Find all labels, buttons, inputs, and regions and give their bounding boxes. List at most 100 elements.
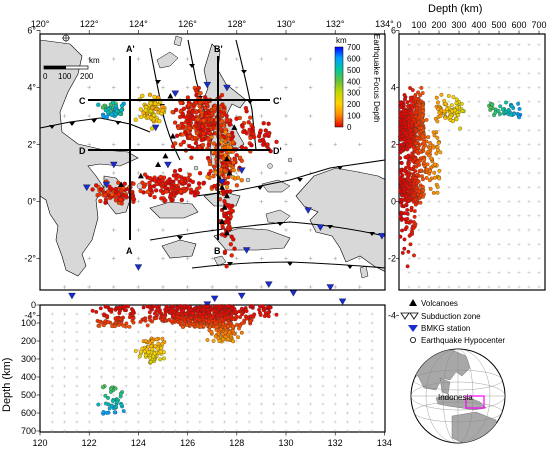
section-hypocenter: [408, 242, 413, 247]
hypocenter-marker: [248, 115, 253, 120]
legend-subduction: Subduction zone: [421, 312, 481, 321]
hypocenter-marker: [226, 137, 231, 142]
section-hypocenter: [431, 145, 436, 150]
section-hypocenter: [509, 104, 514, 109]
section-hypocenter: [169, 319, 174, 324]
section-hypocenter: [426, 149, 431, 154]
section-hypocenter: [405, 100, 410, 105]
section-hypocenter: [490, 102, 495, 107]
bmkg-station-marker: [164, 161, 172, 169]
section-hypocenter: [213, 321, 218, 326]
bottom-lon-tick: 126: [180, 438, 195, 448]
section-hypocenter: [109, 403, 114, 408]
hypocenter-marker: [225, 225, 231, 231]
hypocenter-marker: [116, 180, 121, 185]
colorbar-tick: 300: [347, 89, 361, 98]
hypocenter-marker: [138, 107, 144, 112]
map-lon-tick: 132°: [326, 19, 345, 29]
volcano-marker: [226, 170, 233, 176]
section-hypocenter: [230, 306, 235, 311]
hypocenter-marker: [152, 94, 157, 100]
scale-unit: km: [89, 56, 100, 65]
hypocenter-marker: [177, 114, 183, 120]
right-depth-tick: 600: [511, 20, 526, 30]
scale-label-100: 100: [58, 72, 72, 81]
bottom-depth-tick: 700: [21, 426, 36, 436]
section-hypocenter: [415, 172, 420, 177]
section-hypocenter: [97, 323, 102, 328]
section-hypocenter: [124, 321, 129, 326]
hypocenter-marker: [186, 183, 192, 188]
right-depth-tick: 100: [411, 20, 426, 30]
section-hypocenter: [157, 310, 162, 315]
section-hypocenter: [399, 161, 404, 166]
hypocenter-marker: [179, 197, 184, 203]
hypocenter-marker: [191, 104, 196, 109]
section-hypocenter: [427, 178, 432, 183]
hypocenter-marker: [224, 189, 229, 194]
section-hypocenter: [418, 158, 423, 163]
hypocenter-marker: [219, 118, 225, 124]
hypocenter-marker: [149, 126, 155, 131]
section-hypocenter: [114, 404, 118, 409]
hypocenter-icon: [409, 336, 416, 343]
section-hypocenter: [103, 304, 108, 309]
bottom-lon-tick: 134: [377, 438, 392, 448]
hypocenter-marker: [182, 188, 187, 194]
map-lat-tick: 0°: [27, 197, 36, 207]
hypocenter-marker: [186, 125, 192, 131]
section-hypocenter: [187, 305, 191, 310]
section-hypocenter: [268, 305, 273, 310]
station-icon: [408, 325, 418, 332]
section-hypocenter: [404, 202, 409, 207]
section-hypocenter: [207, 310, 212, 314]
map-lon-tick: 122°: [80, 19, 99, 29]
section-hypocenter: [413, 93, 418, 98]
section-hypocenter: [402, 189, 407, 194]
hypocenter-marker: [213, 151, 218, 156]
section-hypocenter: [412, 181, 417, 186]
bottom-depth-tick: 400: [21, 372, 36, 382]
volcano-marker: [155, 161, 162, 167]
hypocenter-marker: [181, 139, 186, 145]
volcano-marker: [167, 93, 174, 99]
bmkg-station-marker: [102, 181, 111, 189]
section-hypocenter: [496, 108, 501, 113]
hypocenter-marker: [226, 174, 231, 180]
hypocenter-marker: [172, 169, 178, 174]
hypocenter-marker: [258, 128, 263, 133]
section-hypocenter: [214, 325, 219, 330]
section-hypocenter: [403, 169, 408, 174]
hypocenter-marker: [201, 137, 206, 142]
section-hypocenter: [183, 311, 188, 316]
section-hypocenter: [181, 308, 186, 313]
section-hypocenter: [102, 312, 106, 317]
section-hypocenter: [431, 130, 436, 135]
section-hypocenter: [403, 124, 408, 129]
hypocenter-marker: [212, 106, 217, 111]
section-hypocenter: [407, 123, 412, 128]
hypocenter-marker: [154, 106, 159, 112]
section-hypocenter: [110, 324, 115, 329]
section-hypocenter: [504, 100, 508, 105]
section-hypocenter: [121, 409, 126, 414]
hypocenter-marker: [197, 103, 202, 109]
section-hypocenter: [420, 134, 425, 139]
hypocenter-marker: [266, 131, 271, 137]
hypocenter-marker: [243, 129, 248, 135]
subduction-tooth: [227, 262, 233, 266]
section-hypocenter: [403, 139, 408, 144]
colorbar-tick: 200: [347, 100, 361, 109]
hypocenter-marker: [178, 142, 183, 147]
hypocenter-marker: [170, 109, 175, 115]
bmkg-station-marker: [378, 233, 386, 240]
section-hypocenter: [223, 334, 228, 339]
hypocenter-marker: [157, 179, 162, 184]
hypocenter-marker: [207, 117, 212, 122]
section-hypocenter: [398, 189, 403, 194]
section-hypocenter: [400, 203, 405, 208]
section-hypocenter: [109, 307, 114, 312]
section-hypocenter: [414, 123, 419, 128]
section-hypocenter: [227, 330, 232, 335]
section-hypocenter: [445, 107, 450, 111]
